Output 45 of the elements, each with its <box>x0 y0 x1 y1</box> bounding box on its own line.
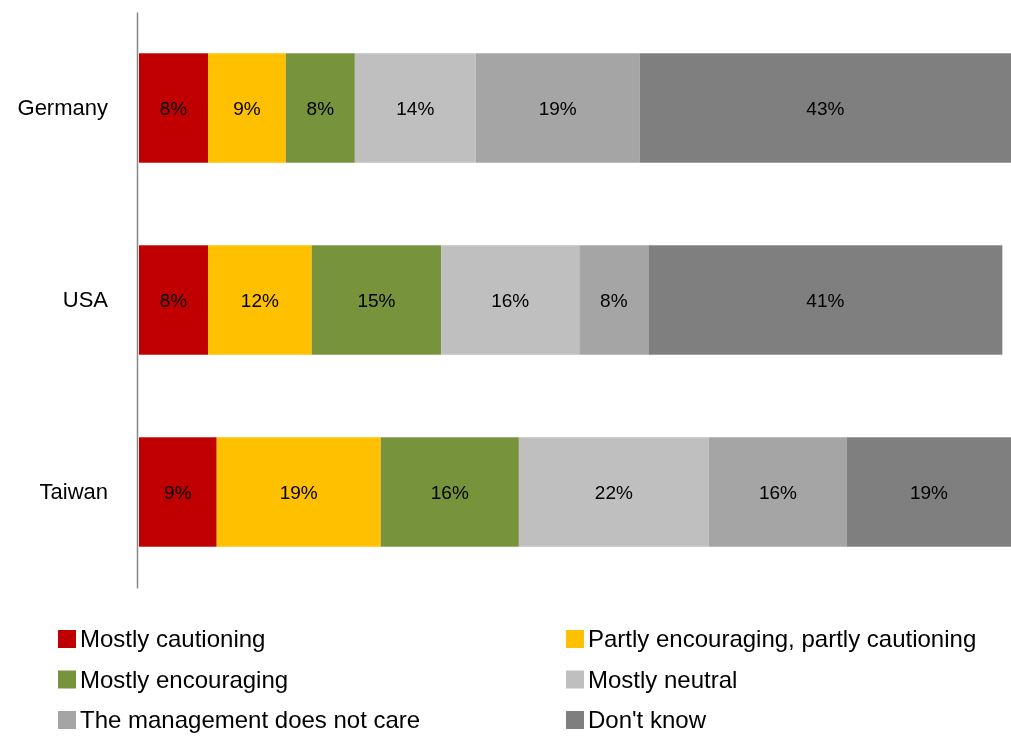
bar <box>139 437 217 547</box>
bar <box>139 53 209 163</box>
bar <box>208 245 312 355</box>
bar <box>518 437 709 547</box>
data-label: 19% <box>279 481 318 503</box>
data-label: 8% <box>159 97 188 119</box>
bar <box>846 437 1011 547</box>
y-tick-label: Germany <box>17 95 108 121</box>
bar <box>648 245 1003 355</box>
data-label: 15% <box>357 289 396 311</box>
data-label: 22% <box>594 481 633 503</box>
data-label: 9% <box>233 97 261 119</box>
bar <box>475 53 640 163</box>
bar <box>216 437 381 547</box>
bar <box>639 53 1011 163</box>
bar <box>208 53 286 163</box>
y-tick-label: Taiwan <box>39 479 108 505</box>
data-label: 19% <box>909 481 949 503</box>
data-label: 41% <box>806 289 845 311</box>
bar <box>139 245 209 355</box>
legend-label: Partly encouraging, partly cautioning <box>588 625 977 653</box>
legend-label: Don't know <box>588 706 707 734</box>
data-label: 19% <box>538 97 577 119</box>
bar <box>708 437 847 547</box>
data-label: 43% <box>806 97 845 119</box>
data-label: 8% <box>600 289 628 311</box>
data-label: 14% <box>396 97 435 119</box>
data-label: 16% <box>430 481 469 503</box>
legend-label: Mostly encouraging <box>80 665 289 693</box>
bar <box>380 437 519 547</box>
bar <box>441 245 580 355</box>
legend-label: The management does not care <box>80 706 421 734</box>
data-label: 8% <box>306 97 335 119</box>
y-tick-label: USA <box>62 287 109 313</box>
bar <box>285 53 355 163</box>
data-label: 12% <box>240 289 279 311</box>
bar <box>579 245 649 355</box>
bar <box>311 245 442 355</box>
legend-label: Mostly neutral <box>588 665 738 693</box>
bar <box>354 53 476 163</box>
legend-label: Mostly cautioning <box>80 625 266 653</box>
data-label: 9% <box>164 481 192 503</box>
data-label: 16% <box>758 481 798 503</box>
data-label: 8% <box>159 289 188 311</box>
data-label: 16% <box>491 289 530 311</box>
